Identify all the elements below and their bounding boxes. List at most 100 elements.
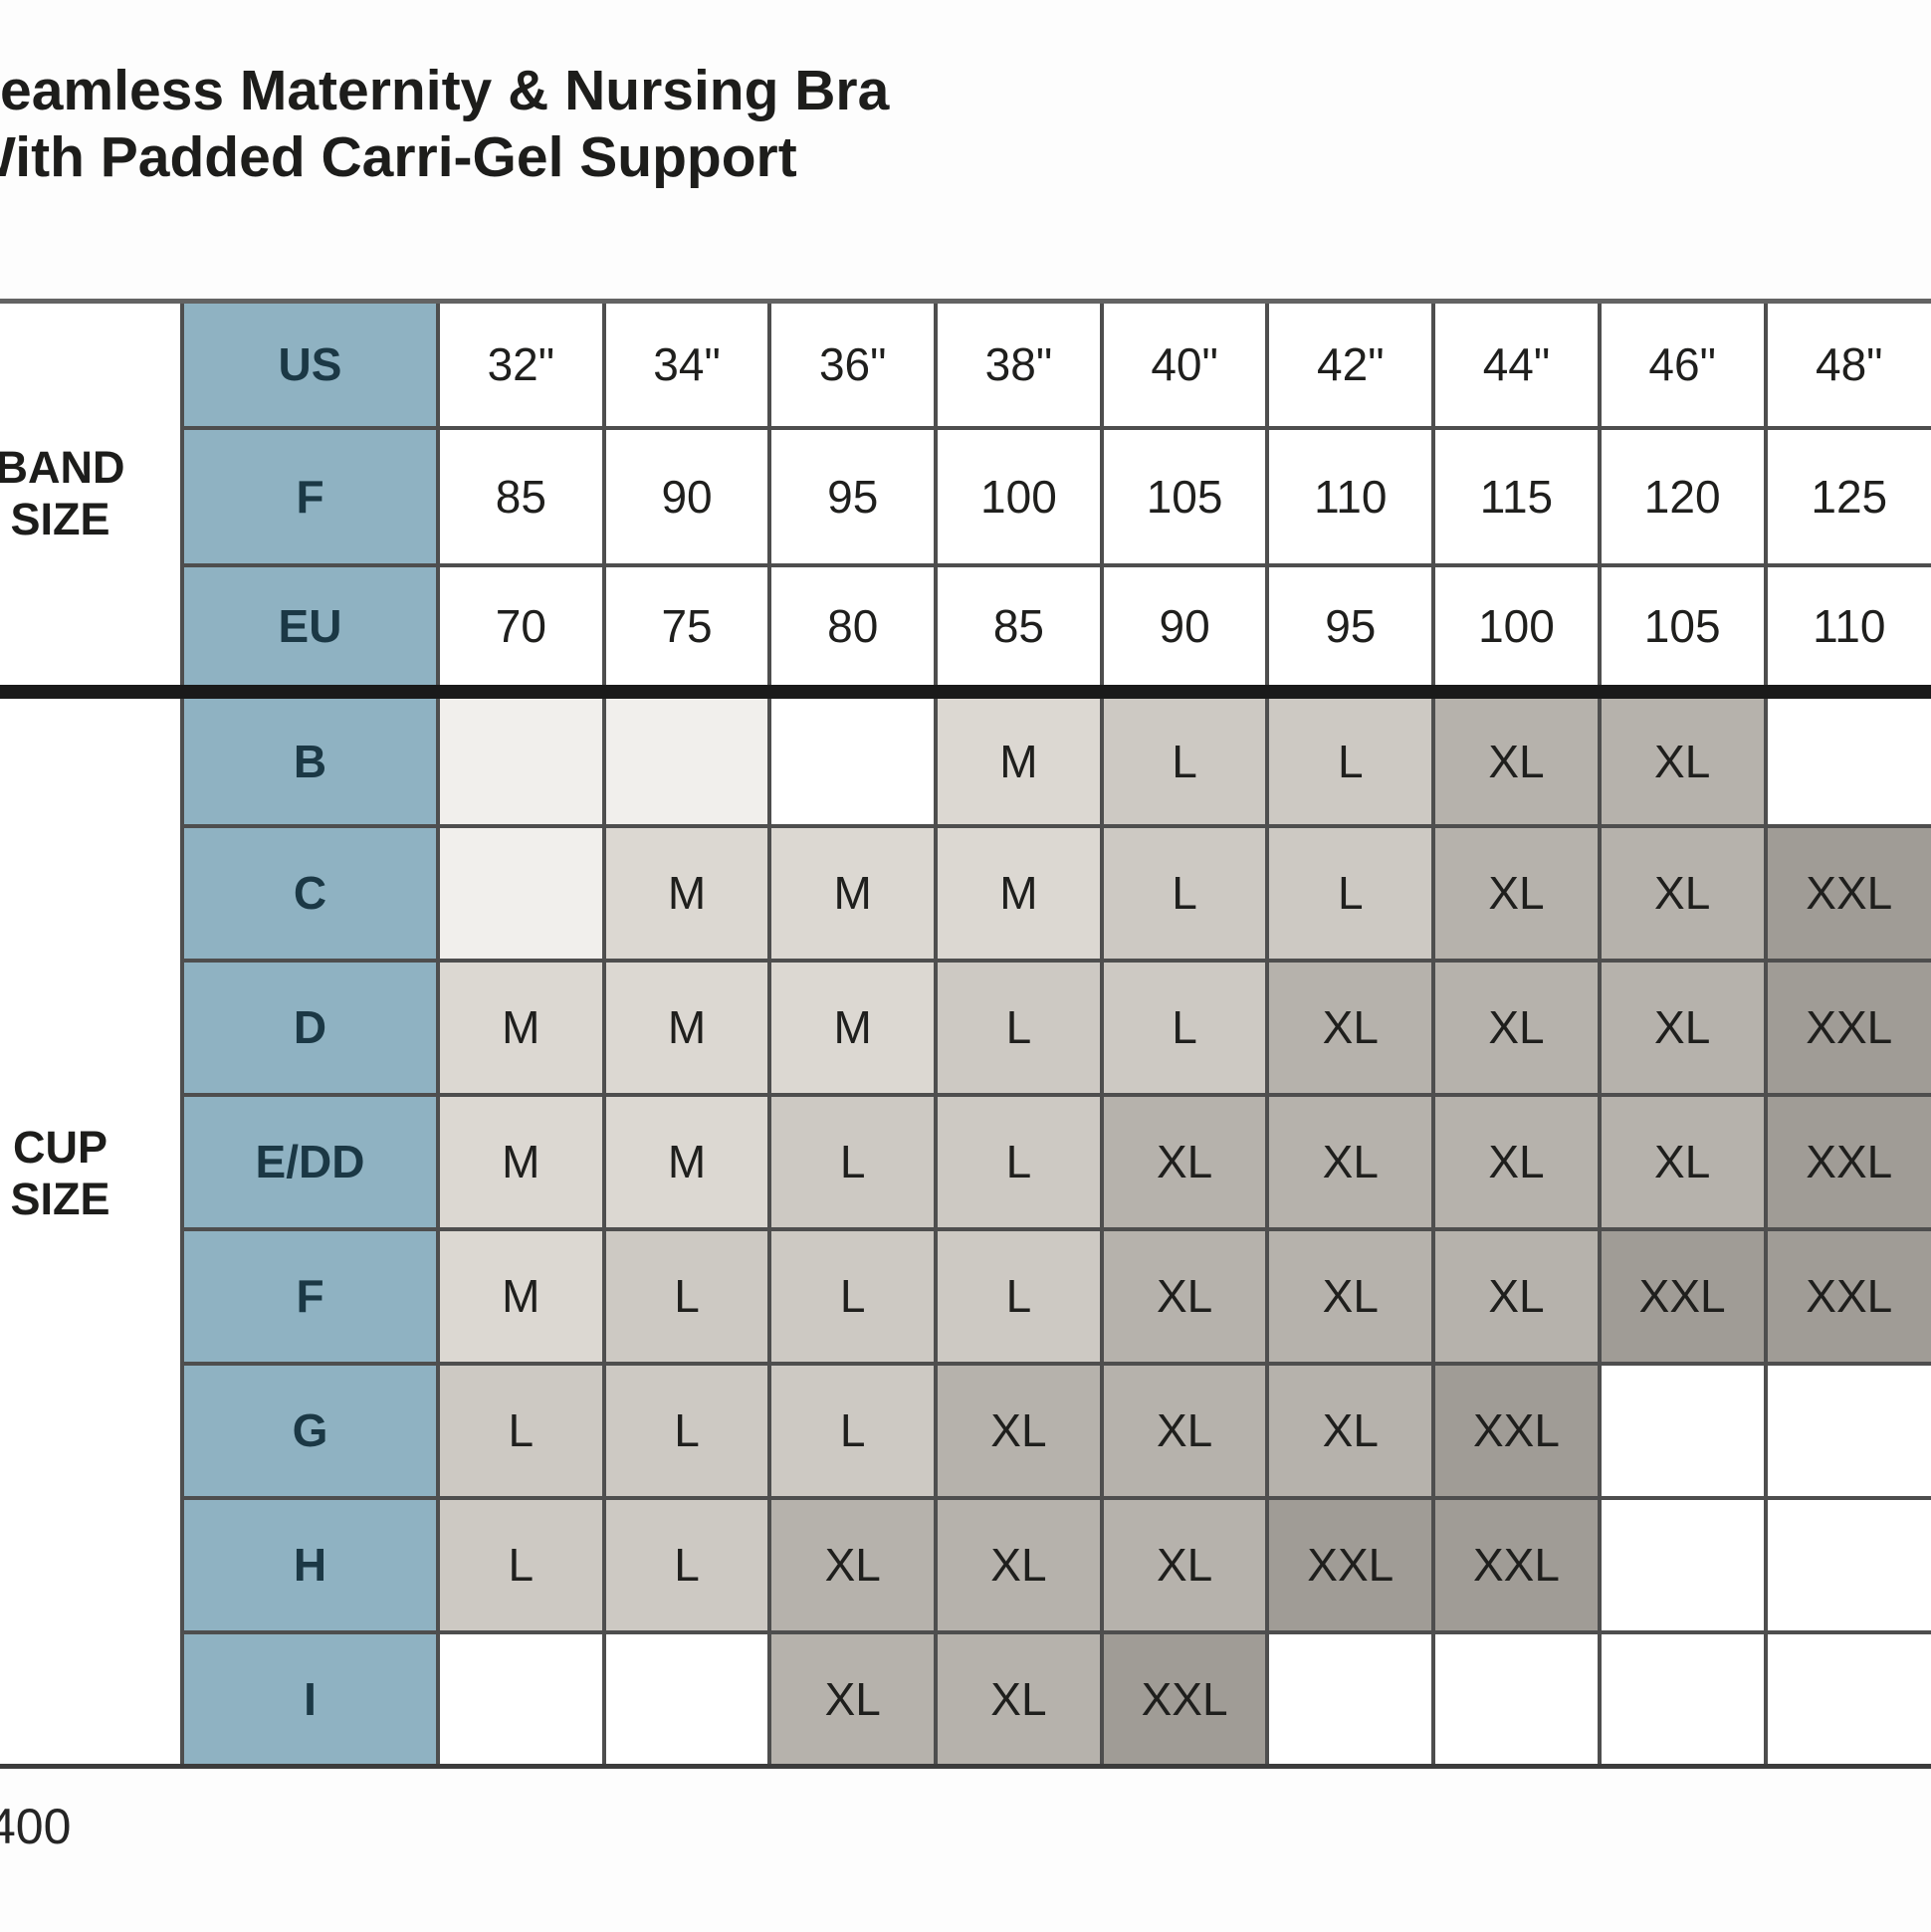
size-cell-f-4: XL (1099, 1226, 1270, 1366)
size-cell-d-6: XL (1431, 958, 1602, 1097)
band-row-f: F 85 90 95 100 105 110 115 120 125 (0, 425, 1931, 567)
band-value-us-4: 40" (1099, 299, 1270, 430)
size-cell-e-dd-6: XL (1431, 1092, 1602, 1231)
size-cell-g-4: XL (1099, 1361, 1270, 1500)
row-label-d: D (180, 958, 440, 1097)
band-row-us: BAND SIZE US 32" 34" 36" 38" 40" 42" 44" 46" 48" (0, 299, 1931, 699)
size-cell-f-8: XXL (1763, 1226, 1931, 1366)
size-table: BAND SIZE US 32" 34" 36" 38" 40" 42" 44" 46" 48" F 8… (0, 299, 1931, 1769)
cup-row-i: I XL XL XXL (0, 1629, 1931, 1769)
size-cell-i-3: XL (934, 1629, 1104, 1769)
cup-row-g: G L L L XL XL XL XXL (0, 1361, 1931, 1500)
row-label-f: F (180, 425, 440, 567)
size-cell-h-3: XL (934, 1495, 1104, 1634)
size-cell-h-6: XXL (1431, 1495, 1602, 1634)
size-cell-h-7 (1597, 1495, 1768, 1634)
size-cell-d-3: L (934, 958, 1104, 1097)
band-size-label-text: BAND SIZE (0, 442, 125, 545)
size-cell-d-7: XL (1597, 958, 1768, 1097)
size-cell-e-dd-2: L (767, 1092, 939, 1231)
size-cell-c-7: XL (1597, 823, 1768, 963)
size-cell-e-dd-8: XXL (1763, 1092, 1931, 1231)
row-label-b: B (180, 689, 440, 828)
band-value-f-5: 110 (1265, 425, 1436, 567)
size-cell-i-6 (1431, 1629, 1602, 1769)
cup-row-e-dd: E/DD M M L L XL XL XL XL XXL (0, 1092, 1931, 1231)
band-value-f-8: 125 (1763, 425, 1931, 567)
size-cell-e-dd-5: XL (1265, 1092, 1436, 1231)
size-cell-g-8 (1763, 1361, 1931, 1500)
row-label-e-dd: E/DD (180, 1092, 440, 1231)
cup-row-h: H L L XL XL XL XXL XXL (0, 1495, 1931, 1634)
band-value-eu-1: 75 (601, 562, 772, 699)
row-label-eu: EU (180, 562, 440, 699)
band-value-eu-4: 90 (1099, 562, 1270, 699)
size-cell-d-5: XL (1265, 958, 1436, 1097)
size-cell-d-1: M (601, 958, 772, 1097)
size-cell-g-3: XL (934, 1361, 1104, 1500)
band-value-f-2: 95 (767, 425, 939, 567)
size-cell-e-dd-3: L (934, 1092, 1104, 1231)
size-cell-i-4: XXL (1099, 1629, 1270, 1769)
size-cell-c-4: L (1099, 823, 1270, 963)
size-cell-f-1: L (601, 1226, 772, 1366)
size-cell-f-5: XL (1265, 1226, 1436, 1366)
size-cell-b-2 (767, 689, 939, 828)
cup-row-d: D M M M L L XL XL XL XXL (0, 958, 1931, 1097)
title-line2: With Padded Carri-Gel Support (0, 125, 797, 189)
size-cell-c-6: XL (1431, 823, 1602, 963)
size-cell-c-2: M (767, 823, 939, 963)
size-cell-b-3: M (934, 689, 1104, 828)
band-value-f-0: 85 (436, 425, 606, 567)
band-value-f-6: 115 (1431, 425, 1602, 567)
band-value-eu-7: 105 (1597, 562, 1768, 699)
row-label-h: H (180, 1495, 440, 1634)
size-cell-g-6: XXL (1431, 1361, 1602, 1500)
size-cell-h-8 (1763, 1495, 1931, 1634)
size-cell-b-7: XL (1597, 689, 1768, 828)
size-cell-b-6: XL (1431, 689, 1602, 828)
size-cell-b-1 (601, 689, 772, 828)
size-cell-h-4: XL (1099, 1495, 1270, 1634)
size-cell-d-8: XXL (1763, 958, 1931, 1097)
row-label-g: G (180, 1361, 440, 1500)
row-label-c: C (180, 823, 440, 963)
band-value-eu-6: 100 (1431, 562, 1602, 699)
band-size-label: BAND SIZE (0, 299, 182, 699)
cup-size-label-text: CUP SIZE (10, 1121, 110, 1224)
band-value-eu-3: 85 (934, 562, 1104, 699)
band-value-us-1: 34" (601, 299, 772, 430)
size-cell-i-7 (1597, 1629, 1768, 1769)
size-cell-f-3: L (934, 1226, 1104, 1366)
size-cell-b-4: L (1099, 689, 1270, 828)
size-cell-f-7: XXL (1597, 1226, 1768, 1366)
size-cell-c-5: L (1265, 823, 1436, 963)
band-value-us-3: 38" (934, 299, 1104, 430)
size-cell-f-0: M (436, 1226, 606, 1366)
size-cell-g-0: L (436, 1361, 606, 1500)
size-cell-b-5: L (1265, 689, 1436, 828)
band-value-f-7: 120 (1597, 425, 1768, 567)
band-value-f-3: 100 (934, 425, 1104, 567)
cup-row-b: CUP SIZE B M L L XL XL (0, 689, 1931, 1769)
row-label-us: US (180, 299, 440, 430)
band-value-f-4: 105 (1099, 425, 1270, 567)
size-cell-i-1 (601, 1629, 772, 1769)
size-cell-e-dd-1: M (601, 1092, 772, 1231)
band-value-us-2: 36" (767, 299, 939, 430)
band-value-us-8: 48" (1763, 299, 1931, 430)
size-cell-d-4: L (1099, 958, 1270, 1097)
footnote-number: 400 (0, 1799, 72, 1854)
row-label-i: I (180, 1629, 440, 1769)
size-cell-i-5 (1265, 1629, 1436, 1769)
size-cell-g-7 (1597, 1361, 1768, 1500)
size-cell-e-dd-4: XL (1099, 1092, 1270, 1231)
cup-size-label: CUP SIZE (0, 691, 182, 1769)
size-cell-i-2: XL (767, 1629, 939, 1769)
size-cell-d-0: M (436, 958, 606, 1097)
band-value-eu-0: 70 (436, 562, 606, 699)
band-value-eu-8: 110 (1763, 562, 1931, 699)
size-cell-h-1: L (601, 1495, 772, 1634)
size-cell-h-5: XXL (1265, 1495, 1436, 1634)
